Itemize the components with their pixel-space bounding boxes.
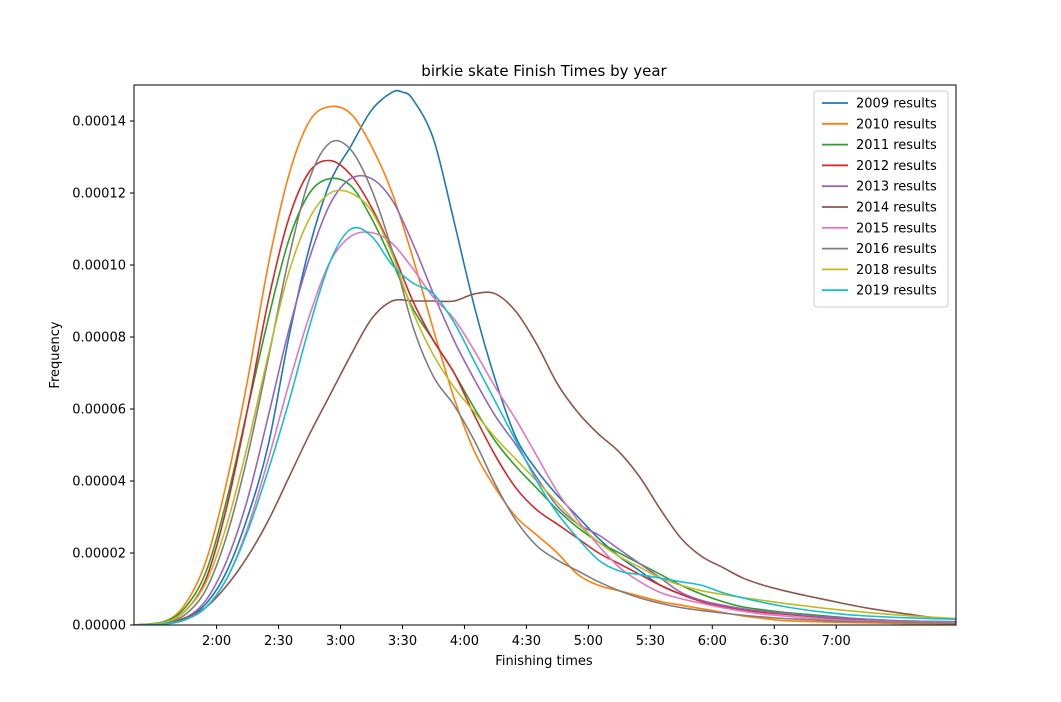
y-tick-label: 0.00014 <box>72 115 126 130</box>
x-tick-label: 3:00 <box>326 634 355 649</box>
legend-label: 2013 results <box>856 180 937 195</box>
legend-label: 2019 results <box>856 284 937 299</box>
x-tick-label: 7:00 <box>822 634 851 649</box>
x-axis: 2:00 2:30 3:00 3:30 4:00 4:30 5:00 5:30 6:00 6:30… <box>202 625 851 649</box>
legend-label: 2009 results <box>856 97 937 112</box>
x-tick-label: 4:00 <box>450 634 479 649</box>
x-tick-label: 4:30 <box>512 634 541 649</box>
legend-label: 2012 results <box>856 159 937 174</box>
legend-label: 2018 results <box>856 263 937 278</box>
y-tick-label: 0.00004 <box>72 475 126 490</box>
x-tick-label: 2:00 <box>202 634 231 649</box>
y-tick-label: 0.00008 <box>72 331 126 346</box>
legend-label: 2015 results <box>856 221 937 236</box>
series-line-2015 <box>134 231 956 625</box>
series-line-2011 <box>134 177 956 625</box>
legend-label: 2016 results <box>856 242 937 257</box>
legend: 2009 results 2010 results 2011 results 2012… <box>813 90 949 308</box>
series-line-2019 <box>134 226 956 625</box>
x-tick-label: 5:30 <box>636 634 665 649</box>
series-line-2014 <box>134 291 956 625</box>
x-tick-label: 6:30 <box>760 634 789 649</box>
legend-label: 2010 results <box>856 117 937 132</box>
plot-frame <box>133 84 957 626</box>
series-line-2013 <box>134 174 956 625</box>
x-tick-label: 6:00 <box>698 634 727 649</box>
y-axis-label: Frequency <box>48 321 63 388</box>
y-tick-label: 0.00000 <box>72 619 126 634</box>
y-tick-label: 0.00012 <box>72 187 126 202</box>
series-line-2010 <box>134 105 956 625</box>
y-tick-label: 0.00010 <box>72 259 126 274</box>
x-tick-label: 2:30 <box>264 634 293 649</box>
y-tick-label: 0.00006 <box>72 403 126 418</box>
x-tick-label: 5:00 <box>574 634 603 649</box>
y-tick-label: 0.00002 <box>72 547 126 562</box>
y-axis: 0.00000 0.00002 0.00004 0.00006 0.00008 0.000… <box>72 115 134 634</box>
x-tick-label: 3:30 <box>388 634 417 649</box>
chart-title: birkie skate Finish Times by year <box>421 62 667 80</box>
legend-label: 2014 results <box>856 201 937 216</box>
x-axis-label: Finishing times <box>495 654 593 669</box>
series-line-2018 <box>134 189 956 625</box>
legend-label: 2011 results <box>856 138 937 153</box>
